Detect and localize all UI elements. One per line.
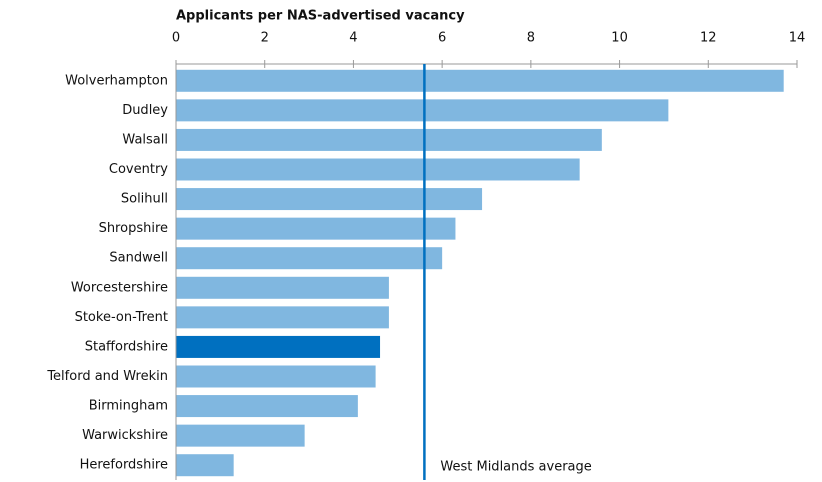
bar — [176, 247, 443, 270]
x-tick-label: 2 — [261, 31, 269, 46]
y-tick-label: Wolverhampton — [65, 73, 168, 88]
y-tick-label: Stoke-on-Trent — [75, 310, 168, 325]
y-tick-label: Warwickshire — [82, 428, 168, 443]
y-tick-label: Solihull — [121, 192, 168, 207]
x-tick-label: 0 — [172, 31, 180, 46]
bar — [176, 69, 784, 92]
bar — [176, 306, 389, 329]
x-tick-label: 4 — [349, 31, 357, 46]
y-tick-label: Coventry — [109, 162, 168, 177]
y-tick-label: Worcestershire — [71, 280, 168, 295]
axis-title: Applicants per NAS-advertised vacancy — [176, 9, 465, 24]
bar — [176, 276, 389, 299]
reference-label: West Midlands average — [440, 460, 591, 475]
bar — [176, 128, 602, 151]
y-tick-label: Staffordshire — [85, 339, 168, 354]
bar — [176, 454, 234, 477]
x-tick-label: 12 — [700, 31, 717, 46]
bar — [176, 99, 669, 122]
bar — [176, 158, 580, 181]
bar — [176, 395, 358, 418]
bar — [176, 365, 376, 388]
bar — [176, 217, 456, 240]
y-tick-label: Birmingham — [89, 399, 168, 414]
x-tick-label: 8 — [527, 31, 535, 46]
bar — [176, 424, 305, 447]
x-tick-label: 10 — [611, 31, 628, 46]
x-tick-label: 14 — [789, 31, 806, 46]
y-tick-label: Shropshire — [99, 221, 168, 236]
bar — [176, 188, 483, 211]
y-tick-label: Telford and Wrekin — [46, 369, 168, 384]
y-tick-label: Walsall — [122, 132, 168, 147]
bar — [176, 335, 381, 358]
y-tick-label: Dudley — [122, 103, 168, 118]
y-tick-label: Herefordshire — [80, 458, 168, 473]
x-tick-label: 6 — [438, 31, 446, 46]
y-tick-label: Sandwell — [109, 251, 168, 266]
